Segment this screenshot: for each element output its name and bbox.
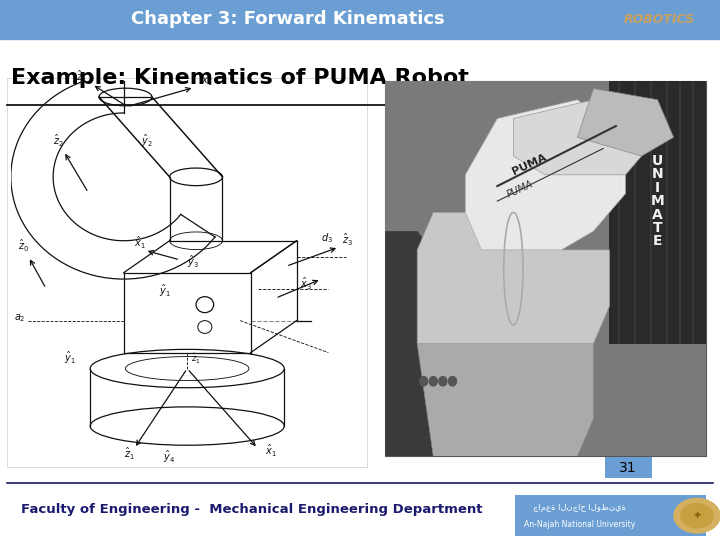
Text: 31: 31 [619, 461, 636, 475]
Text: Chapter 3: Forward Kinematics: Chapter 3: Forward Kinematics [131, 10, 445, 29]
Polygon shape [465, 100, 626, 250]
Text: $d_3$: $d_3$ [321, 231, 333, 245]
Ellipse shape [449, 376, 456, 386]
Text: Faculty of Engineering -  Mechanical Engineering Department: Faculty of Engineering - Mechanical Engi… [22, 503, 482, 516]
Text: $\hat{z}_0$: $\hat{z}_0$ [18, 238, 29, 254]
Polygon shape [513, 100, 642, 175]
Bar [7, 78, 367, 467]
Text: $\hat{y}_2$: $\hat{y}_2$ [141, 133, 153, 149]
Text: جامعة النجاح الوطنية: جامعة النجاح الوطنية [533, 503, 626, 512]
Text: $\hat{z}_3$: $\hat{z}_3$ [343, 232, 354, 248]
Ellipse shape [420, 376, 428, 386]
Text: $\hat{x}_1$: $\hat{x}_1$ [134, 235, 146, 251]
Text: Example: Kinematics of PUMA Robot: Example: Kinematics of PUMA Robot [11, 68, 469, 89]
Text: $a_2$: $a_2$ [14, 313, 26, 325]
Text: $\hat{z}_1$: $\hat{z}_1$ [76, 69, 87, 85]
Circle shape [674, 498, 720, 533]
Text: PUMA: PUMA [510, 152, 548, 177]
Polygon shape [577, 89, 674, 156]
Text: $\hat{z}_2$: $\hat{z}_2$ [53, 133, 64, 149]
Text: ROBOTICS: ROBOTICS [624, 13, 695, 26]
Text: $\hat{y}_4$: $\hat{y}_4$ [163, 449, 174, 465]
Text: An-Najah National University: An-Najah National University [524, 520, 635, 529]
Text: $\hat{x}_1$: $\hat{x}_1$ [202, 72, 213, 88]
Bar [385, 81, 706, 456]
Text: $\hat{x}_1$: $\hat{x}_1$ [265, 443, 276, 458]
Polygon shape [418, 212, 609, 343]
Text: $\hat{x}_3$: $\hat{x}_3$ [300, 276, 312, 293]
Text: U
N
I
M
A
T
E: U N I M A T E [651, 154, 665, 248]
Text: $\hat{z}_1$: $\hat{z}_1$ [124, 446, 135, 462]
Text: $\hat{z}_1$: $\hat{z}_1$ [191, 352, 200, 366]
Bar [515, 495, 706, 536]
Text: $\hat{y}_1$: $\hat{y}_1$ [63, 350, 76, 366]
Text: PUMA: PUMA [505, 178, 534, 199]
Polygon shape [609, 81, 706, 343]
Circle shape [681, 504, 713, 528]
Text: $\hat{y}_3$: $\hat{y}_3$ [187, 254, 199, 271]
Text: $\hat{y}_1$: $\hat{y}_1$ [159, 283, 171, 299]
Ellipse shape [429, 376, 437, 386]
Bar [0, 0, 720, 39]
Text: ✦: ✦ [692, 511, 702, 521]
Polygon shape [418, 343, 593, 456]
Polygon shape [385, 231, 482, 456]
Bar [605, 457, 652, 478]
Ellipse shape [439, 376, 447, 386]
